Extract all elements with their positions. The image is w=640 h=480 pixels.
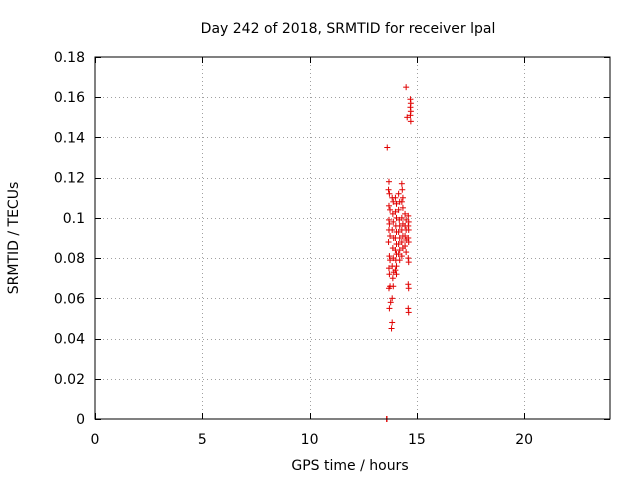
x-axis-label: GPS time / hours: [291, 458, 408, 474]
x-tick-labels: 0 5 10 15 20: [91, 432, 534, 448]
data-point: [403, 249, 410, 256]
data-point: [386, 190, 393, 197]
data-point: [385, 239, 392, 246]
axis-ticks: [95, 57, 610, 420]
data-point: [392, 194, 399, 201]
data-point: [396, 222, 403, 229]
data-point: [385, 285, 392, 292]
data-point: [390, 198, 397, 205]
data-point: [385, 178, 392, 185]
data-point: [387, 206, 394, 213]
data-point: [384, 144, 391, 151]
data-point: [385, 202, 392, 209]
y-tick-label: 0.08: [54, 251, 85, 267]
data-point: [389, 226, 396, 233]
y-tick-label: 0.1: [63, 211, 85, 227]
data-point: [405, 239, 412, 246]
data-point: [395, 241, 402, 248]
data-point: [386, 220, 393, 227]
data-point: [405, 259, 412, 266]
y-tick-labels: 0 0.02 0.04 0.06 0.08 0.1 0.12 0.14 0.16 0.18: [54, 50, 85, 428]
x-tick-label: 0: [91, 432, 100, 448]
x-tick-label: 10: [301, 432, 319, 448]
data-point: [402, 243, 409, 250]
data-point: [398, 253, 405, 260]
y-tick-label: 0.18: [54, 50, 85, 66]
data-point: [404, 114, 411, 121]
data-point: [399, 194, 406, 201]
y-axis-label: SRMTID / TECUs: [6, 182, 22, 295]
data-point: [392, 208, 399, 215]
y-tick-label: 0.06: [54, 291, 85, 307]
y-tick-label: 0.02: [54, 372, 85, 388]
data-point: [385, 186, 392, 193]
data-point: [407, 118, 414, 125]
data-point: [395, 190, 402, 197]
data-point: [389, 295, 396, 302]
data-point: [396, 247, 403, 254]
data-point: [386, 271, 393, 278]
data-point: [388, 325, 395, 332]
data-point: [386, 253, 393, 260]
data-point: [402, 210, 409, 217]
data-point: [398, 214, 405, 221]
data-point: [395, 206, 402, 213]
y-tick-label: 0.04: [54, 332, 85, 348]
data-point: [396, 257, 403, 264]
data-point: [393, 263, 400, 270]
chart-title: Day 242 of 2018, SRMTID for receiver lpa…: [201, 21, 496, 37]
data-point: [392, 267, 399, 274]
data-point: [399, 204, 406, 211]
data-point: [390, 218, 397, 225]
data-point: [405, 226, 412, 233]
data-point: [399, 186, 406, 193]
data-point: [393, 271, 400, 278]
data-point: [405, 285, 412, 292]
data-point: [398, 198, 405, 205]
data-point: [402, 232, 409, 239]
data-point: [393, 200, 400, 207]
data-point: [407, 112, 414, 119]
data-point: [387, 257, 394, 264]
data-point: [405, 212, 412, 219]
x-tick-label: 5: [198, 432, 207, 448]
y-tick-label: 0.14: [54, 130, 85, 146]
data-point: [385, 265, 392, 272]
grid-lines: [95, 57, 610, 419]
y-tick-label: 0.12: [54, 171, 85, 187]
data-point: [389, 275, 396, 282]
data-points: [383, 84, 414, 422]
y-tick-label: 0.16: [54, 90, 85, 106]
data-point: [396, 235, 403, 241]
data-point: [387, 299, 394, 306]
data-point: [405, 309, 412, 316]
x-tick-label: 15: [408, 432, 426, 448]
data-point: [403, 84, 410, 91]
data-point: [389, 319, 396, 326]
x-tick-label: 20: [515, 432, 533, 448]
data-point: [398, 239, 405, 246]
data-point: [395, 251, 402, 258]
data-point: [386, 305, 393, 312]
data-point: [398, 180, 405, 187]
y-tick-label: 0: [76, 412, 85, 428]
data-point: [387, 232, 394, 239]
plot-frame: [94, 56, 611, 420]
data-point: [390, 283, 397, 290]
data-point: [395, 228, 402, 235]
